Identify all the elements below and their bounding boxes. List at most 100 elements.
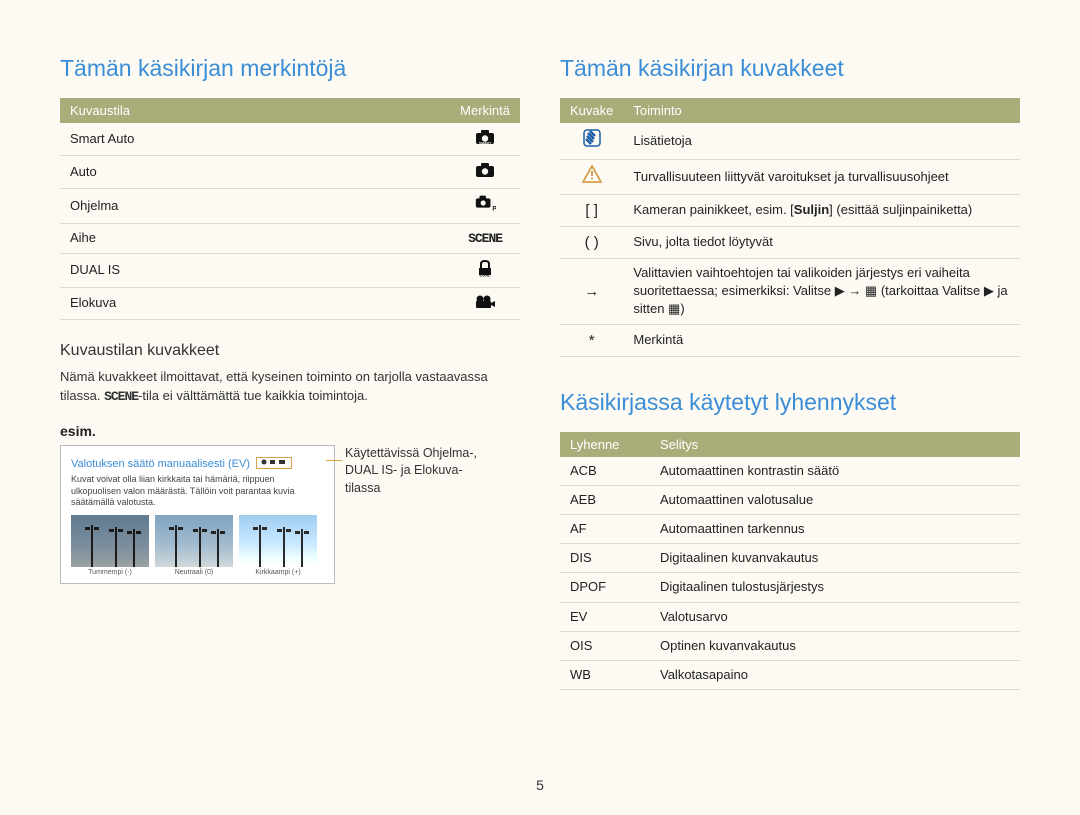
- left-column: Tämän käsikirjan merkintöjä Kuvaustila M…: [60, 55, 520, 690]
- header-selitys: Selitys: [650, 432, 1020, 457]
- mode-icon-cell: SCENE: [450, 223, 520, 253]
- example-row: Valotuksen säätö manuaalisesti (EV) Kuva…: [60, 445, 520, 584]
- thumbs-row: Tummempi (-) Neutraali (0): [71, 515, 324, 577]
- page-number: 5: [536, 777, 544, 793]
- abbr: OIS: [560, 631, 650, 660]
- table-row: AFAutomaattinen tarkennus: [560, 514, 1020, 543]
- body-part2: -tila ei välttämättä tue kaikkia toimint…: [138, 388, 368, 403]
- abbr: AEB: [560, 485, 650, 514]
- table-row: ( ) Sivu, jolta tiedot löytyvät: [560, 227, 1020, 259]
- table-row: DUAL IS DUAL: [60, 253, 520, 287]
- abbr-desc: Automaattinen tarkennus: [650, 514, 1020, 543]
- thumb-caption: Neutraali (0): [175, 569, 214, 576]
- abbr-table: Lyhenne Selitys ACBAutomaattinen kontras…: [560, 432, 1020, 691]
- mode-label: DUAL IS: [60, 253, 450, 287]
- svg-text:DUAL: DUAL: [480, 272, 492, 277]
- svg-text:P: P: [492, 206, 496, 213]
- icon-cell: [560, 160, 623, 195]
- thumb-image: [155, 515, 233, 567]
- movie-icon: [474, 293, 496, 311]
- mode-icon-cell: [450, 156, 520, 189]
- example-badge: [256, 457, 292, 469]
- thumb-caption: Kirkkaampi (+): [255, 569, 300, 576]
- table-row: Lisätietoja: [560, 123, 1020, 160]
- icon-table: Kuvake Toiminto Lisätietoja Turvallisuut…: [560, 98, 1020, 357]
- table-row: Turvallisuuteen liittyvät varoitukset ja…: [560, 160, 1020, 195]
- abbr: WB: [560, 660, 650, 689]
- header-kuvake: Kuvake: [560, 98, 623, 123]
- subheading: Kuvaustilan kuvakkeet: [60, 342, 520, 360]
- abbr-desc: Optinen kuvanvakautus: [650, 631, 1020, 660]
- right-heading2: Käsikirjassa käytetyt lyhennykset: [560, 389, 1020, 416]
- dual-is-icon: DUAL: [474, 259, 496, 277]
- svg-text:SMART: SMART: [479, 142, 492, 146]
- table-row: Elokuva: [60, 287, 520, 319]
- mode-label: Aihe: [60, 223, 450, 253]
- table-row: * Merkintä: [560, 324, 1020, 356]
- table-row: Ohjelma P: [60, 189, 520, 223]
- table-row: Auto: [60, 156, 520, 189]
- mode-label: Elokuva: [60, 287, 450, 319]
- table-row: AEBAutomaattinen valotusalue: [560, 485, 1020, 514]
- icon-cell: [560, 123, 623, 160]
- callout-line: [326, 460, 342, 461]
- example-desc: Kuvat voivat olla liian kirkkaita tai hä…: [71, 474, 324, 509]
- right-heading1: Tämän käsikirjan kuvakkeet: [560, 55, 1020, 82]
- table-row: ACBAutomaattinen kontrastin säätö: [560, 457, 1020, 486]
- camera-icon: [474, 161, 496, 179]
- warning-icon: [582, 170, 602, 187]
- mode-label: Smart Auto: [60, 123, 450, 156]
- mode-icon-cell: P: [450, 189, 520, 223]
- table-row: WBValkotasapaino: [560, 660, 1020, 689]
- left-heading: Tämän käsikirjan merkintöjä: [60, 55, 520, 82]
- abbr-desc: Automaattinen kontrastin säätö: [650, 457, 1020, 486]
- thumb: Neutraali (0): [155, 515, 233, 577]
- icon-cell: [ ]: [560, 195, 623, 227]
- table-row: → Valittavien vaihtoehtojen tai valikoid…: [560, 259, 1020, 325]
- icon-desc: Turvallisuuteen liittyvät varoitukset ja…: [623, 160, 1020, 195]
- abbr-desc: Digitaalinen tulostusjärjestys: [650, 573, 1020, 602]
- thumb-caption: Tummempi (-): [88, 569, 132, 576]
- abbr: DPOF: [560, 573, 650, 602]
- abbr-desc: Digitaalinen kuvanvakautus: [650, 544, 1020, 573]
- table-row: OISOptinen kuvanvakautus: [560, 631, 1020, 660]
- mode-icon-cell: [450, 287, 520, 319]
- thumb-image: [71, 515, 149, 567]
- note-icon: [582, 135, 602, 152]
- abbr: DIS: [560, 544, 650, 573]
- header-merkinta: Merkintä: [450, 98, 520, 123]
- icon-cell: →: [560, 259, 623, 325]
- icon-desc: Sivu, jolta tiedot löytyvät: [623, 227, 1020, 259]
- table-row: Aihe SCENE: [60, 223, 520, 253]
- scene-inline-icon: SCENE: [104, 389, 138, 404]
- icon-cell: ( ): [560, 227, 623, 259]
- abbr: EV: [560, 602, 650, 631]
- mode-table: Kuvaustila Merkintä Smart Auto SMART Aut…: [60, 98, 520, 320]
- abbr-desc: Automaattinen valotusalue: [650, 485, 1020, 514]
- thumb: Kirkkaampi (+): [239, 515, 317, 577]
- table-row: DISDigitaalinen kuvanvakautus: [560, 544, 1020, 573]
- mode-label: Ohjelma: [60, 189, 450, 223]
- mode-icon-cell: DUAL: [450, 253, 520, 287]
- table-row: [ ] Kameran painikkeet, esim. [Suljin] (…: [560, 195, 1020, 227]
- icon-desc: Merkintä: [623, 324, 1020, 356]
- abbr: AF: [560, 514, 650, 543]
- thumb: Tummempi (-): [71, 515, 149, 577]
- example-title: Valotuksen säätö manuaalisesti (EV): [71, 458, 250, 470]
- callout-text: Käytettävissä Ohjelma-, DUAL IS- ja Elok…: [345, 445, 495, 498]
- abbr: ACB: [560, 457, 650, 486]
- icon-desc: Lisätietoja: [623, 123, 1020, 160]
- right-column: Tämän käsikirjan kuvakkeet Kuvake Toimin…: [560, 55, 1020, 690]
- icon-desc: Valittavien vaihtoehtojen tai valikoiden…: [623, 259, 1020, 325]
- example-label: esim.: [60, 423, 520, 439]
- mode-label: Auto: [60, 156, 450, 189]
- table-header-row: Kuvake Toiminto: [560, 98, 1020, 123]
- camera-smart-icon: SMART: [474, 128, 496, 146]
- table-header-row: Kuvaustila Merkintä: [60, 98, 520, 123]
- icon-desc: Kameran painikkeet, esim. [Suljin] (esit…: [623, 195, 1020, 227]
- mode-icon-cell: SMART: [450, 123, 520, 156]
- page-columns: Tämän käsikirjan merkintöjä Kuvaustila M…: [60, 55, 1020, 690]
- scene-icon: SCENE: [468, 231, 502, 246]
- table-header-row: Lyhenne Selitys: [560, 432, 1020, 457]
- camera-p-icon: P: [474, 194, 496, 212]
